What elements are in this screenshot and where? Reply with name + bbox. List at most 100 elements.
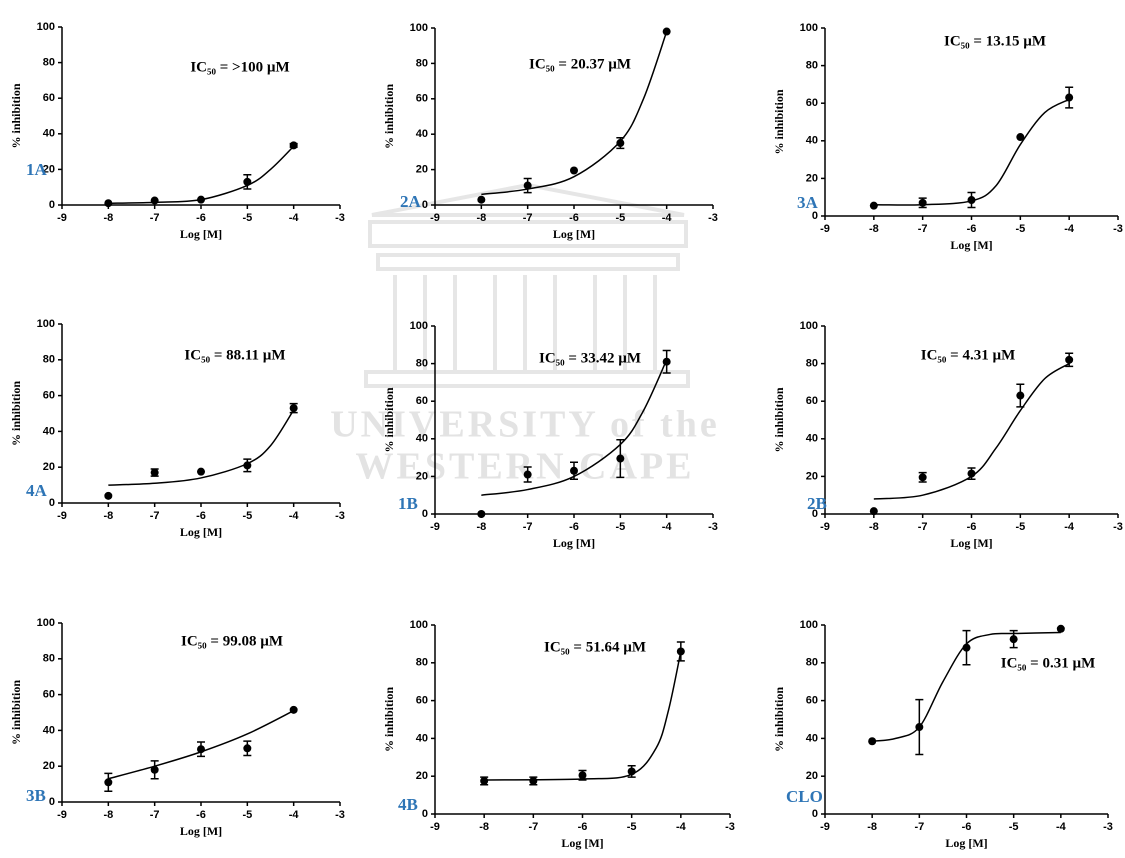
panel-label: 2A — [400, 192, 422, 211]
ic50-annotation: IC₅₀ = 0.31 µM — [1001, 655, 1096, 671]
data-point — [570, 466, 578, 475]
fit-curve — [873, 362, 1070, 500]
data-point — [570, 166, 578, 175]
y-tick-label: 20 — [806, 172, 818, 184]
x-tick-label: -5 — [1015, 223, 1025, 235]
x-tick-label: -3 — [335, 212, 345, 224]
y-axis-label: % inhibition — [772, 387, 786, 452]
y-tick-label: 0 — [422, 508, 428, 520]
y-tick-label: 40 — [806, 135, 818, 147]
y-tick-label: 100 — [800, 619, 818, 631]
fit-curve — [108, 409, 295, 486]
y-axis-label: % inhibition — [772, 687, 786, 752]
data-point — [662, 27, 671, 36]
data-point — [529, 776, 538, 785]
x-tick-label: -3 — [335, 809, 345, 821]
y-tick-label: 60 — [416, 93, 428, 105]
data-point — [480, 776, 489, 785]
data-point — [967, 196, 976, 205]
y-tick-label: 40 — [806, 433, 818, 445]
x-tick-label: -8 — [867, 821, 877, 833]
data-point — [869, 507, 878, 516]
y-tick-label: 40 — [43, 128, 55, 140]
ic50-annotation: IC₅₀ = 13.15 µM — [944, 33, 1046, 49]
x-tick-label: -7 — [150, 212, 160, 224]
y-tick-label: 100 — [410, 320, 428, 332]
x-tick-label: -6 — [578, 821, 588, 833]
x-tick-label: -4 — [1064, 223, 1075, 235]
data-point — [523, 470, 532, 479]
chart-panel: -9 -8 -7 -6 -5 -4 -3 0 20 40 60 80 100 Log [M] % inhib… — [382, 22, 718, 241]
fit-curve — [872, 631, 1061, 742]
chart-panel: -9 -8 -7 -6 -5 -4 -3 0 20 40 60 80 100 Log [M] % inhib… — [772, 22, 1123, 252]
watermark-logo — [364, 182, 690, 388]
ic50-annotation: IC₅₀ = 20.37 µM — [529, 56, 631, 72]
y-tick-label: 60 — [806, 395, 818, 407]
data-point — [243, 461, 252, 470]
data-point — [627, 767, 636, 776]
x-axis-label: Log [M] — [553, 227, 595, 241]
x-tick-label: -4 — [289, 212, 300, 224]
data-point — [869, 201, 878, 210]
data-point — [104, 199, 113, 208]
data-point — [918, 473, 927, 482]
x-axis-label: Log [M] — [553, 536, 595, 550]
x-tick-label: -5 — [627, 821, 637, 833]
y-tick-label: 20 — [43, 461, 55, 473]
y-tick-label: 80 — [806, 657, 818, 669]
fit-curve — [481, 31, 668, 196]
x-tick-label: -5 — [242, 809, 252, 821]
data-point — [1016, 391, 1025, 400]
x-tick-label: -8 — [103, 510, 113, 522]
x-tick-label: -6 — [967, 521, 977, 533]
y-axis-label: % inhibition — [382, 84, 396, 149]
data-point — [104, 778, 113, 787]
y-tick-label: 0 — [812, 808, 818, 820]
data-point — [1009, 635, 1018, 644]
data-point — [616, 454, 625, 463]
ic50-annotation: IC₅₀ = 4.31 µM — [921, 347, 1016, 363]
ic50-annotation: IC₅₀ = 51.64 µM — [544, 639, 646, 655]
ic50-annotation: IC₅₀ = >100 µM — [190, 59, 289, 75]
data-point — [477, 510, 486, 518]
ic50-annotation: IC₅₀ = 99.08 µM — [181, 633, 283, 649]
data-point — [289, 404, 298, 413]
chart-panel: -9 -8 -7 -6 -5 -4 -3 0 20 40 60 80 100 Log [M] % inhib… — [9, 318, 345, 539]
x-axis-label: Log [M] — [950, 536, 992, 550]
y-tick-label: 80 — [43, 354, 55, 366]
y-tick-label: 60 — [43, 689, 55, 701]
x-tick-label: -6 — [196, 510, 206, 522]
y-tick-label: 20 — [416, 164, 428, 176]
x-tick-label: -5 — [1009, 821, 1019, 833]
x-tick-label: -7 — [528, 821, 538, 833]
x-tick-label: -6 — [196, 212, 206, 224]
x-tick-label: -9 — [57, 510, 67, 522]
y-tick-label: 0 — [49, 199, 55, 211]
x-tick-label: -4 — [289, 510, 300, 522]
x-tick-label: -8 — [476, 212, 486, 224]
y-axis-label: % inhibition — [772, 89, 786, 154]
y-tick-label: 80 — [43, 57, 55, 69]
data-point — [104, 491, 113, 500]
data-point — [197, 745, 205, 754]
x-tick-label: -6 — [569, 521, 579, 533]
x-tick-label: -4 — [676, 821, 687, 833]
data-point — [289, 705, 298, 714]
x-tick-label: -8 — [869, 521, 879, 533]
data-point — [1065, 93, 1074, 102]
y-tick-label: 60 — [416, 695, 428, 707]
data-point — [868, 737, 877, 746]
y-tick-label: 40 — [416, 732, 428, 744]
data-point — [243, 177, 252, 186]
data-point — [915, 723, 924, 732]
data-point — [1065, 355, 1074, 364]
x-tick-label: -3 — [708, 212, 718, 224]
ic50-annotation: IC₅₀ = 88.11 µM — [184, 347, 285, 363]
y-tick-label: 100 — [37, 318, 55, 330]
data-point — [150, 468, 159, 477]
x-tick-label: -3 — [708, 521, 718, 533]
data-point — [918, 198, 927, 207]
y-axis-label: % inhibition — [9, 680, 23, 745]
x-tick-label: -6 — [196, 809, 206, 821]
